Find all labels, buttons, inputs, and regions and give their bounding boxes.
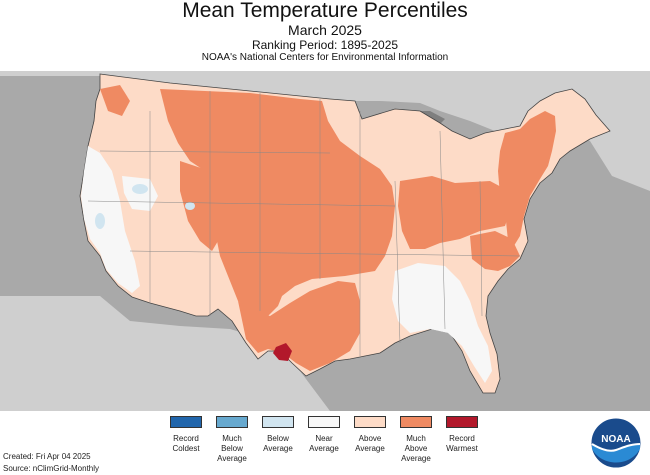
legend-label: Near Average [309, 434, 339, 453]
northeast-much-above [498, 111, 556, 249]
legend-swatch [308, 416, 340, 428]
legend-swatch [400, 416, 432, 428]
legend-item-record-warmest: Record Warmest [432, 416, 492, 454]
noaa-logo-text: NOAA [601, 434, 630, 445]
legend-swatch [262, 416, 294, 428]
ohio-valley-much-above [398, 176, 510, 249]
source-organization: NOAA's National Centers for Environmenta… [201, 52, 449, 63]
map-legend: Record Coldest Much Below Average Below … [156, 416, 478, 474]
legend-swatch [170, 416, 202, 428]
legend-item-near: Near Average [294, 416, 354, 454]
below-average-patch-ut [185, 202, 195, 210]
data-source: Source: nClimGrid-Monthly [3, 464, 100, 473]
legend-label: Below Average [263, 434, 293, 453]
canada-land [0, 71, 650, 191]
legend-item-much-below: Much Below Average [202, 416, 262, 464]
temperature-percentile-map [0, 71, 650, 411]
mexico-land [0, 296, 330, 411]
carolinas-much-above [470, 231, 520, 271]
map-period: March 2025 [288, 22, 362, 38]
legend-item-much-above: Much Above Average [386, 416, 446, 464]
below-average-regions [95, 184, 195, 229]
southeast-near [392, 263, 492, 383]
near-average-regions [81, 146, 492, 383]
ranking-period: Ranking Period: 1895-2025 [251, 38, 399, 52]
legend-label: Much Above Average [401, 434, 431, 463]
legend-item-below: Below Average [248, 416, 308, 454]
legend-swatch [446, 416, 478, 428]
legend-label: Much Below Average [217, 434, 247, 463]
legend-label: Record Coldest [172, 434, 200, 453]
record-warmest-texas [273, 343, 292, 361]
state-borders [87, 91, 521, 356]
texas-much-above [238, 281, 360, 371]
rockies-much-above [180, 161, 218, 251]
noaa-logo-icon: NOAA [590, 417, 642, 469]
northwest-much-above-patch [100, 85, 130, 116]
west-coast-near [81, 146, 140, 293]
legend-swatch [354, 416, 386, 428]
legend-item-record-coldest: Record Coldest [156, 416, 216, 454]
legend-label: Above Average [355, 434, 385, 453]
below-average-patch-ca [95, 213, 105, 229]
legend-swatch [216, 416, 248, 428]
map-title: Mean Temperature Percentiles [182, 0, 468, 22]
created-date: Created: Fri Apr 04 2025 [3, 452, 91, 461]
legend-item-above: Above Average [340, 416, 400, 454]
northern-plains-core [160, 89, 395, 316]
below-average-patch-nv [132, 184, 148, 194]
much-above-average-regions [100, 85, 556, 371]
legend-label: Record Warmest [446, 434, 478, 453]
